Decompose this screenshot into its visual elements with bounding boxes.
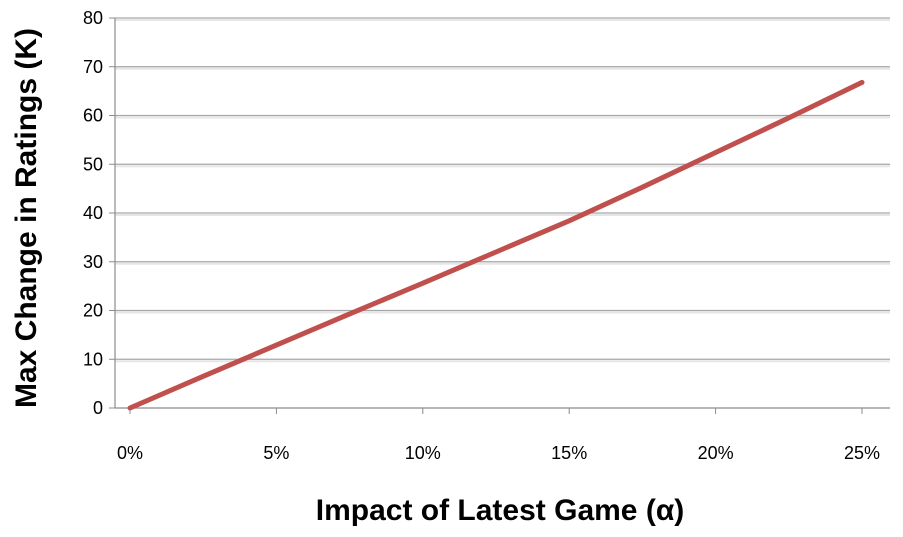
y-axis-title: Max Change in Ratings (K) <box>10 28 43 408</box>
gridlines <box>115 17 890 363</box>
y-tick-label: 70 <box>83 57 103 77</box>
series-line <box>127 79 865 411</box>
y-tick-label: 30 <box>83 252 103 272</box>
y-tick-label: 80 <box>83 8 103 28</box>
y-tick-labels: 0 10 20 30 40 50 60 70 80 <box>83 8 103 418</box>
x-axis-title: Impact of Latest Game (α) <box>316 494 685 527</box>
series-layer <box>127 79 865 411</box>
x-tick-label: 0% <box>117 443 143 463</box>
y-tick-label: 60 <box>83 106 103 126</box>
y-tick-label: 20 <box>83 301 103 321</box>
y-tick-label: 40 <box>83 203 103 223</box>
x-tick-label: 10% <box>405 443 441 463</box>
x-tick-label: 20% <box>698 443 734 463</box>
y-tick-label: 10 <box>83 349 103 369</box>
x-tick-label: 15% <box>551 443 587 463</box>
x-tick-label: 5% <box>263 443 289 463</box>
axes <box>109 17 890 414</box>
y-tick-label: 0 <box>93 398 103 418</box>
y-tick-label: 50 <box>83 154 103 174</box>
x-tick-labels: 0% 5% 10% 15% 20% 25% <box>117 443 880 463</box>
x-tick-label: 25% <box>844 443 880 463</box>
